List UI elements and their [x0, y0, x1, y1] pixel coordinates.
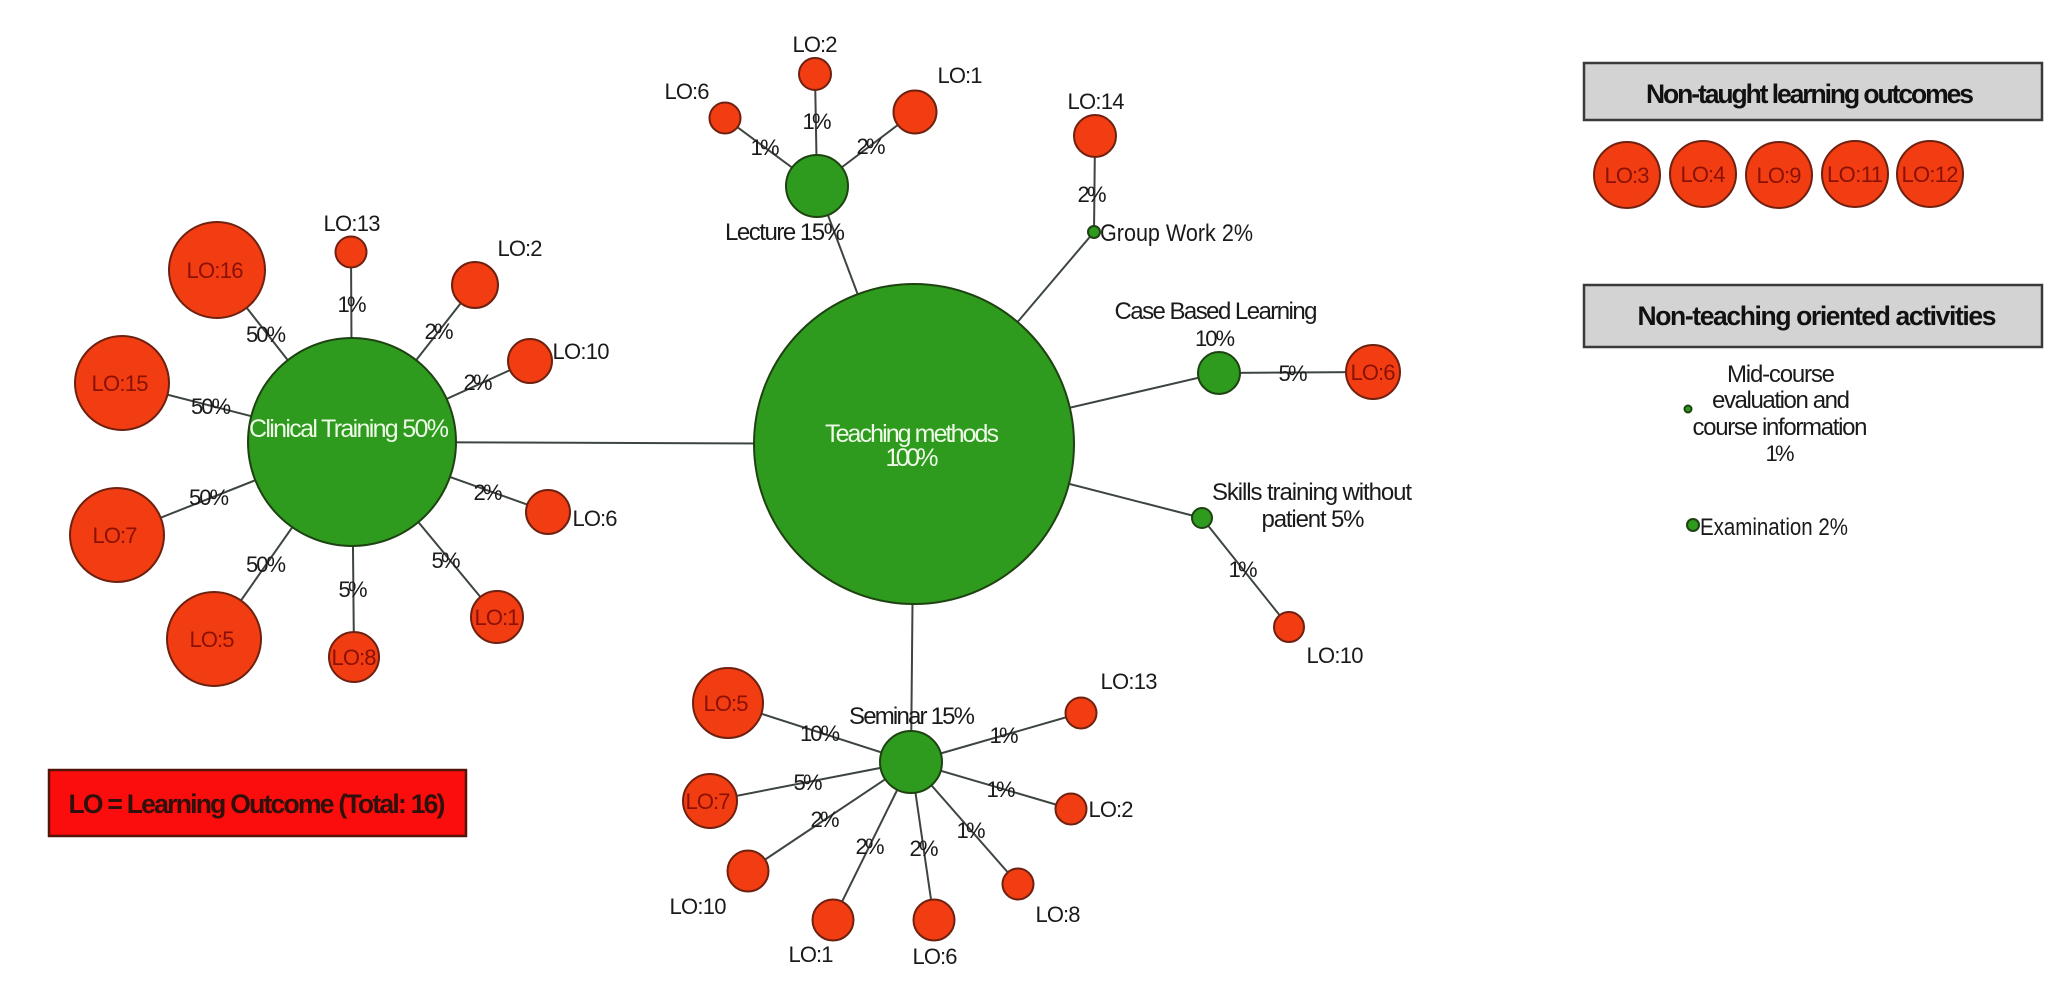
svg-text:1%: 1%: [957, 818, 986, 843]
svg-text:100%: 100%: [886, 444, 939, 472]
svg-text:LO:13: LO:13: [324, 211, 381, 236]
svg-text:5%: 5%: [432, 548, 461, 573]
svg-text:50%: 50%: [189, 485, 229, 510]
svg-text:1%: 1%: [1766, 441, 1795, 466]
svg-text:LO:6: LO:6: [1351, 360, 1396, 385]
svg-text:LO:16: LO:16: [187, 258, 244, 283]
svg-text:LO:11: LO:11: [1827, 162, 1883, 187]
svg-text:LO:1: LO:1: [938, 63, 983, 88]
svg-text:LO:6: LO:6: [913, 944, 958, 969]
svg-text:LO:4: LO:4: [1681, 162, 1726, 187]
svg-text:LO:8: LO:8: [332, 645, 377, 670]
svg-text:LO:15: LO:15: [92, 371, 149, 396]
svg-text:evaluation and: evaluation and: [1712, 387, 1850, 414]
svg-text:10%: 10%: [800, 721, 840, 746]
svg-text:LO:1: LO:1: [789, 942, 834, 967]
svg-text:LO:13: LO:13: [1101, 669, 1158, 694]
svg-text:50%: 50%: [246, 552, 286, 577]
svg-text:5%: 5%: [1279, 361, 1308, 386]
svg-text:LO:7: LO:7: [93, 523, 138, 548]
svg-text:LO:5: LO:5: [190, 627, 235, 652]
svg-text:5%: 5%: [339, 577, 368, 602]
svg-text:Seminar 15%: Seminar 15%: [849, 703, 975, 730]
svg-text:Group Work 2%: Group Work 2%: [1100, 220, 1253, 247]
svg-text:2%: 2%: [1078, 182, 1107, 207]
svg-text:2%: 2%: [474, 480, 503, 505]
svg-text:1%: 1%: [987, 777, 1016, 802]
svg-text:LO:10: LO:10: [670, 894, 727, 919]
svg-text:2%: 2%: [910, 836, 939, 861]
svg-text:2%: 2%: [464, 370, 493, 395]
svg-text:LO:3: LO:3: [1605, 163, 1650, 188]
svg-text:1%: 1%: [751, 135, 780, 160]
svg-text:LO:10: LO:10: [553, 339, 610, 364]
svg-text:course information: course information: [1693, 414, 1868, 441]
svg-text:LO:2: LO:2: [793, 32, 838, 57]
svg-text:LO:10: LO:10: [1307, 643, 1364, 668]
svg-text:50%: 50%: [191, 394, 231, 419]
svg-text:Mid-course: Mid-course: [1727, 361, 1835, 388]
svg-text:LO:1: LO:1: [475, 605, 520, 630]
svg-text:1%: 1%: [1229, 557, 1258, 582]
svg-text:LO:14: LO:14: [1068, 89, 1125, 114]
svg-text:Case Based Learning: Case Based Learning: [1115, 298, 1318, 325]
svg-text:LO:5: LO:5: [704, 691, 749, 716]
svg-text:Lecture 15%: Lecture 15%: [725, 219, 845, 246]
svg-text:10%: 10%: [1195, 326, 1235, 351]
svg-text:LO:6: LO:6: [573, 506, 618, 531]
svg-text:LO:6: LO:6: [665, 79, 710, 104]
svg-text:Clinical Training 50%: Clinical Training 50%: [249, 415, 449, 443]
svg-text:Non-teaching oriented activiti: Non-teaching oriented activities: [1638, 301, 1997, 331]
svg-text:2%: 2%: [425, 319, 454, 344]
svg-text:1%: 1%: [803, 109, 832, 134]
svg-text:2%: 2%: [811, 807, 840, 832]
svg-text:LO:8: LO:8: [1036, 902, 1081, 927]
svg-text:patient 5%: patient 5%: [1262, 506, 1365, 533]
svg-text:2%: 2%: [857, 134, 886, 159]
svg-text:50%: 50%: [246, 322, 286, 347]
svg-text:1%: 1%: [338, 292, 367, 317]
svg-text:2%: 2%: [856, 834, 885, 859]
svg-text:LO:2: LO:2: [498, 236, 543, 261]
svg-text:LO:2: LO:2: [1089, 797, 1134, 822]
svg-text:Examination 2%: Examination 2%: [1700, 514, 1848, 541]
svg-text:LO:9: LO:9: [1757, 163, 1802, 188]
svg-text:5%: 5%: [794, 770, 823, 795]
svg-text:Non-taught learning outcomes: Non-taught learning outcomes: [1646, 79, 1974, 109]
svg-text:Skills training without: Skills training without: [1212, 479, 1412, 506]
svg-text:LO = Learning Outcome (Total:: LO = Learning Outcome (Total: 16): [69, 789, 446, 819]
svg-text:LO:12: LO:12: [1902, 162, 1959, 187]
svg-text:LO:7: LO:7: [686, 789, 731, 814]
svg-text:1%: 1%: [990, 723, 1019, 748]
svg-text:Teaching methods: Teaching methods: [825, 420, 999, 448]
